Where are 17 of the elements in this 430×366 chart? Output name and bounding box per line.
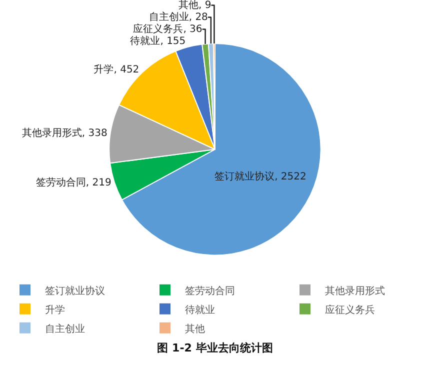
legend-label: 其他 bbox=[185, 322, 205, 335]
data-label: 其他, 9 bbox=[178, 0, 212, 12]
data-label: 升学, 452 bbox=[94, 63, 140, 76]
data-label: 签订就业协议, 2522 bbox=[214, 170, 306, 182]
legend-label: 自主创业 bbox=[45, 322, 85, 335]
legend-label: 待就业 bbox=[185, 304, 215, 316]
data-label: 其他录用形式, 338 bbox=[22, 127, 108, 140]
data-label: 待就业, 155 bbox=[130, 35, 186, 48]
legend-label: 应征义务兵 bbox=[325, 304, 375, 316]
data-label: 自主创业, 28 bbox=[148, 11, 208, 24]
legend-label: 其他录用形式 bbox=[325, 284, 385, 297]
text: 图 1-2 毕业去向统计图 bbox=[157, 341, 273, 354]
legend-label: 签劳动合同 bbox=[185, 284, 235, 297]
legend-label: 升学 bbox=[45, 304, 65, 316]
data-label: 签劳动合同, 219 bbox=[36, 176, 112, 189]
legend-label: 签订就业协议 bbox=[45, 284, 105, 297]
data-label: 应征义务兵, 36 bbox=[133, 23, 202, 36]
